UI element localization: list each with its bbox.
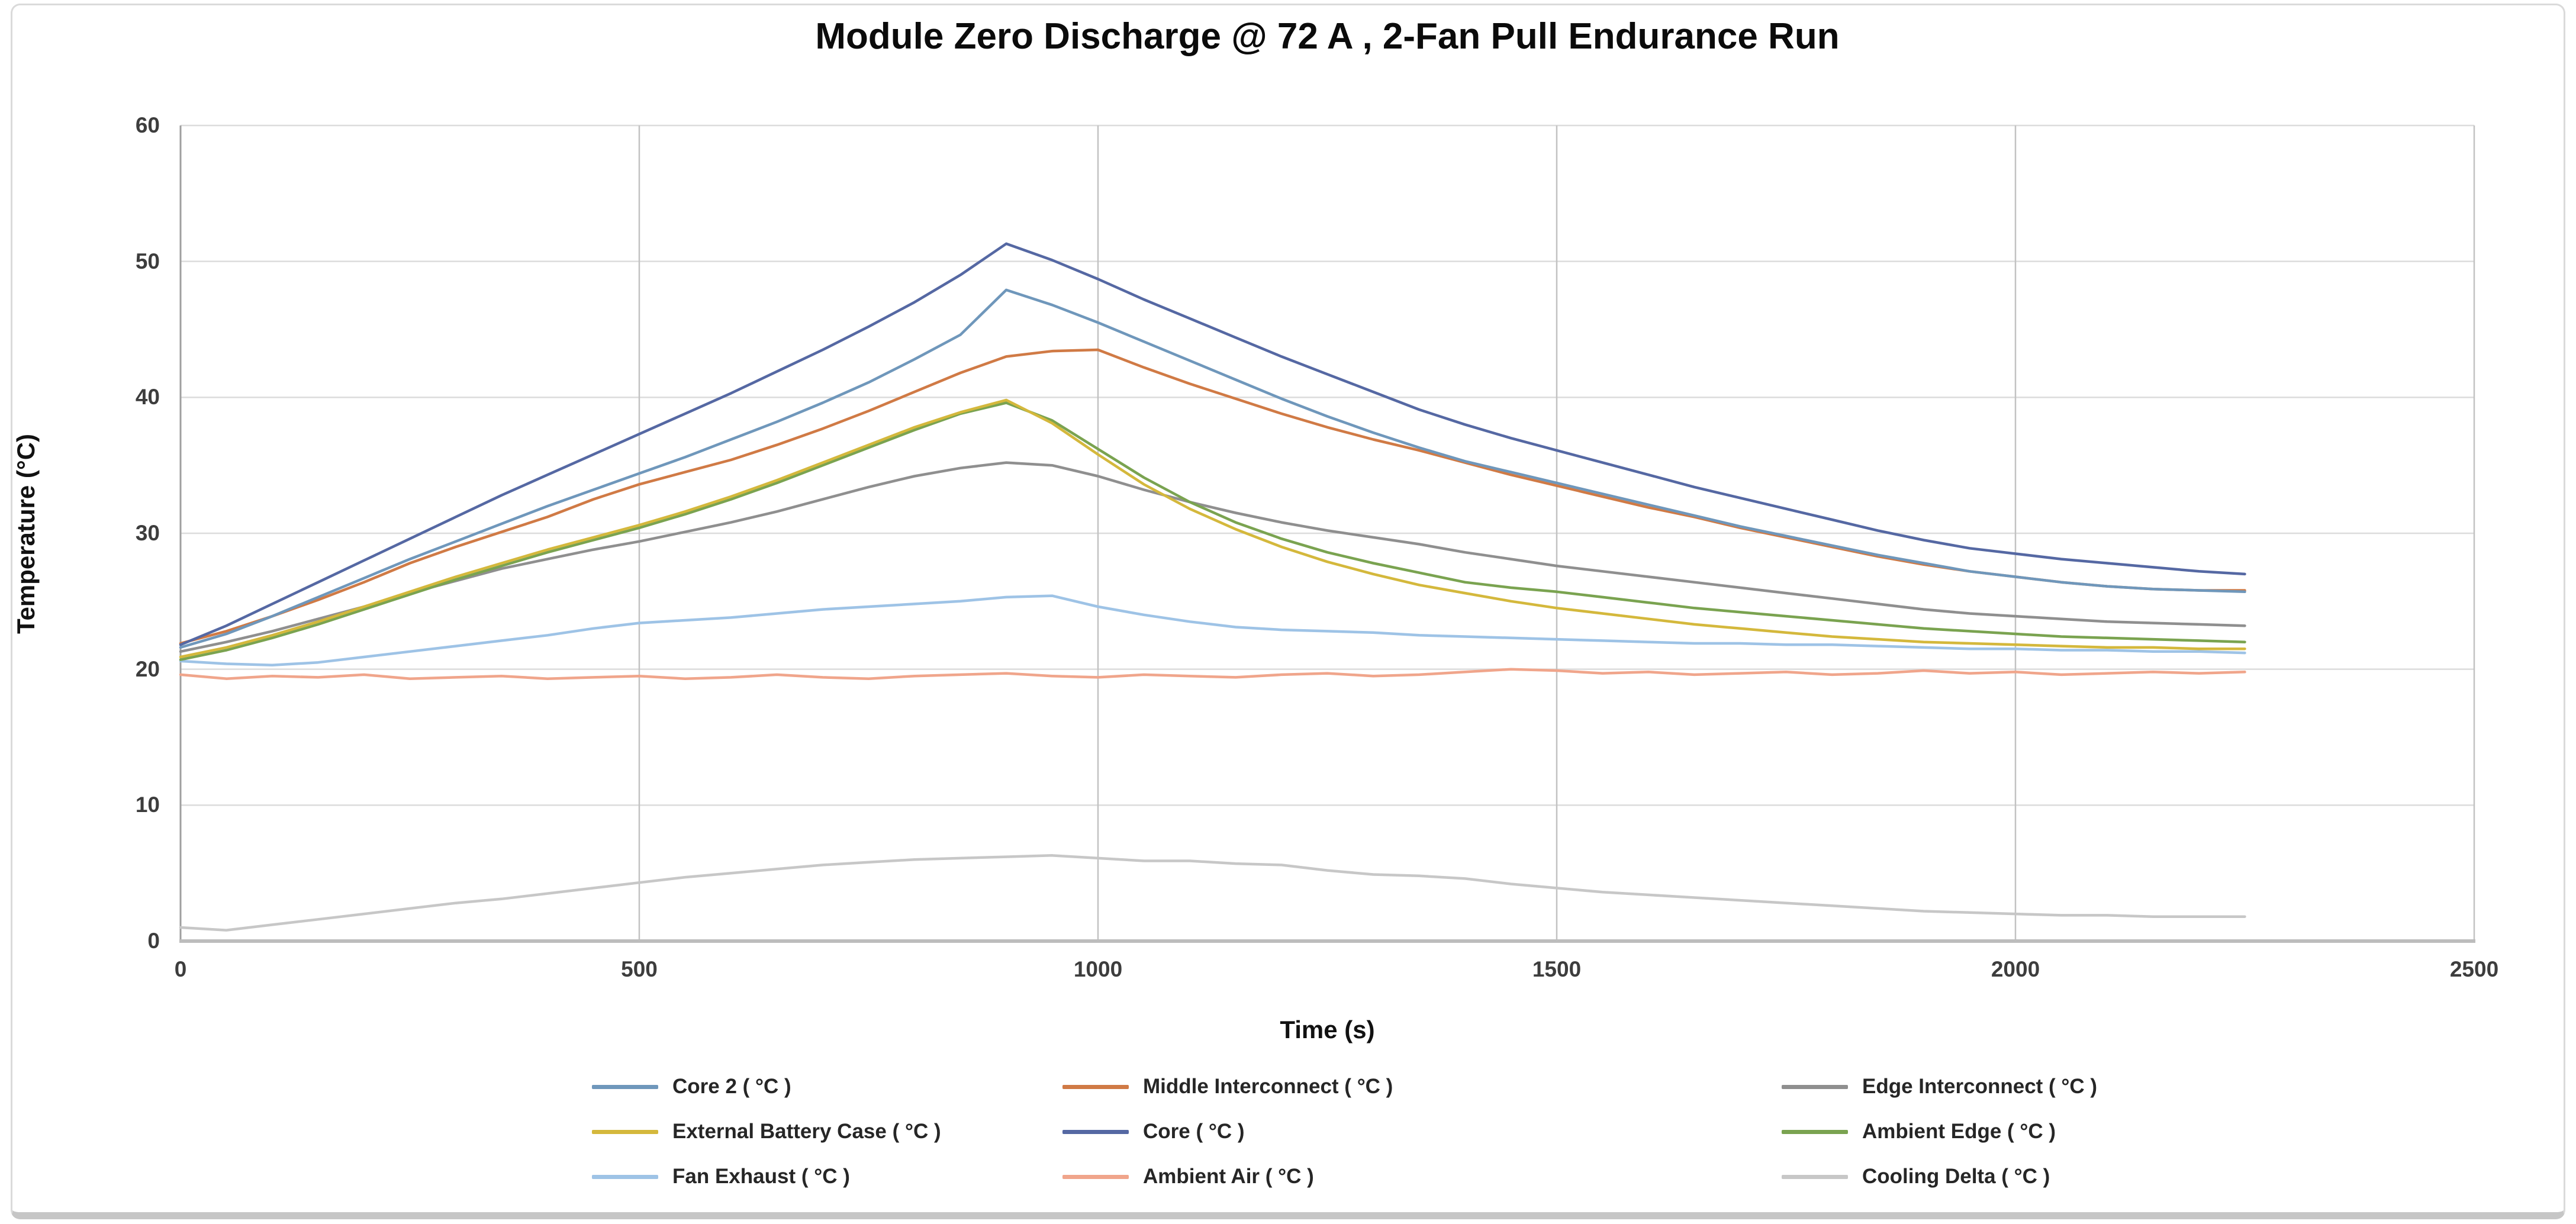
series-line-middle-interconnect (179, 348, 2246, 645)
legend-item-middle-interconnect-c: Middle Interconnect ( °C ) (1062, 1071, 1393, 1102)
y-tick-label: 40 (135, 385, 160, 410)
legend-label: Core 2 ( °C ) (672, 1075, 791, 1098)
y-tick-label: 20 (135, 656, 160, 681)
chart-frame (11, 4, 2565, 1219)
legend-swatch (1062, 1174, 1129, 1179)
y-tick-label: 0 (147, 929, 160, 953)
x-axis-title: Time (s) (1280, 1016, 1375, 1043)
legend-swatch (1062, 1084, 1129, 1089)
legend-item-ambient-air-c: Ambient Air ( °C ) (1062, 1161, 1314, 1192)
series-line-external-battery-case (179, 398, 2246, 659)
legend-label: External Battery Case ( °C ) (672, 1120, 941, 1143)
legend-label: Cooling Delta ( °C ) (1862, 1165, 2050, 1188)
x-tick-label: 2000 (1991, 957, 2040, 981)
legend-swatch (1782, 1174, 1848, 1179)
x-tick-label: 500 (621, 957, 658, 981)
y-tick-label: 60 (135, 113, 160, 137)
legend-label: Edge Interconnect ( °C ) (1862, 1075, 2098, 1098)
x-tick-label: 1500 (1532, 957, 1582, 981)
series-line-core-2 (179, 288, 2246, 649)
legend-swatch (592, 1174, 658, 1179)
y-tick-label: 10 (135, 793, 160, 817)
legend-item-edge-interconnect-c: Edge Interconnect ( °C ) (1782, 1071, 2097, 1102)
series-line-core (179, 242, 2246, 646)
chart-title: Module Zero Discharge @ 72 A , 2-Fan Pul… (815, 16, 1840, 57)
series-line-fan-exhaust (179, 594, 2246, 667)
legend-item-external-battery-case-c: External Battery Case ( °C ) (592, 1116, 941, 1147)
legend-item-core-c: Core ( °C ) (1062, 1116, 1245, 1147)
legend-item-fan-exhaust-c: Fan Exhaust ( °C ) (592, 1161, 850, 1192)
legend-swatch (592, 1129, 658, 1134)
legend-label: Middle Interconnect ( °C ) (1143, 1075, 1393, 1098)
series-line-edge-interconnect (179, 461, 2246, 653)
legend-label: Ambient Air ( °C ) (1143, 1165, 1314, 1188)
legend-item-cooling-delta-c: Cooling Delta ( °C ) (1782, 1161, 2050, 1192)
legend-swatch (1782, 1129, 1848, 1134)
series-line-cooling-delta (179, 854, 2246, 932)
x-tick-label: 2500 (2449, 957, 2499, 981)
y-tick-label: 50 (135, 249, 160, 273)
legend-swatch (1062, 1129, 1129, 1134)
legend-swatch (592, 1084, 658, 1089)
legend-label: Fan Exhaust ( °C ) (672, 1165, 850, 1188)
legend-label: Ambient Edge ( °C ) (1862, 1120, 2056, 1143)
legend-label: Core ( °C ) (1143, 1120, 1245, 1143)
legend-item-core-2-c: Core 2 ( °C ) (592, 1071, 791, 1102)
legend-swatch (1782, 1084, 1848, 1089)
y-tick-label: 30 (135, 521, 160, 545)
x-tick-label: 1000 (1073, 957, 1123, 981)
series-line-ambient-edge (179, 401, 2246, 661)
legend-item-ambient-edge-c: Ambient Edge ( °C ) (1782, 1116, 2056, 1147)
series-line-ambient-air (179, 668, 2246, 680)
x-tick-label: 0 (174, 957, 187, 981)
